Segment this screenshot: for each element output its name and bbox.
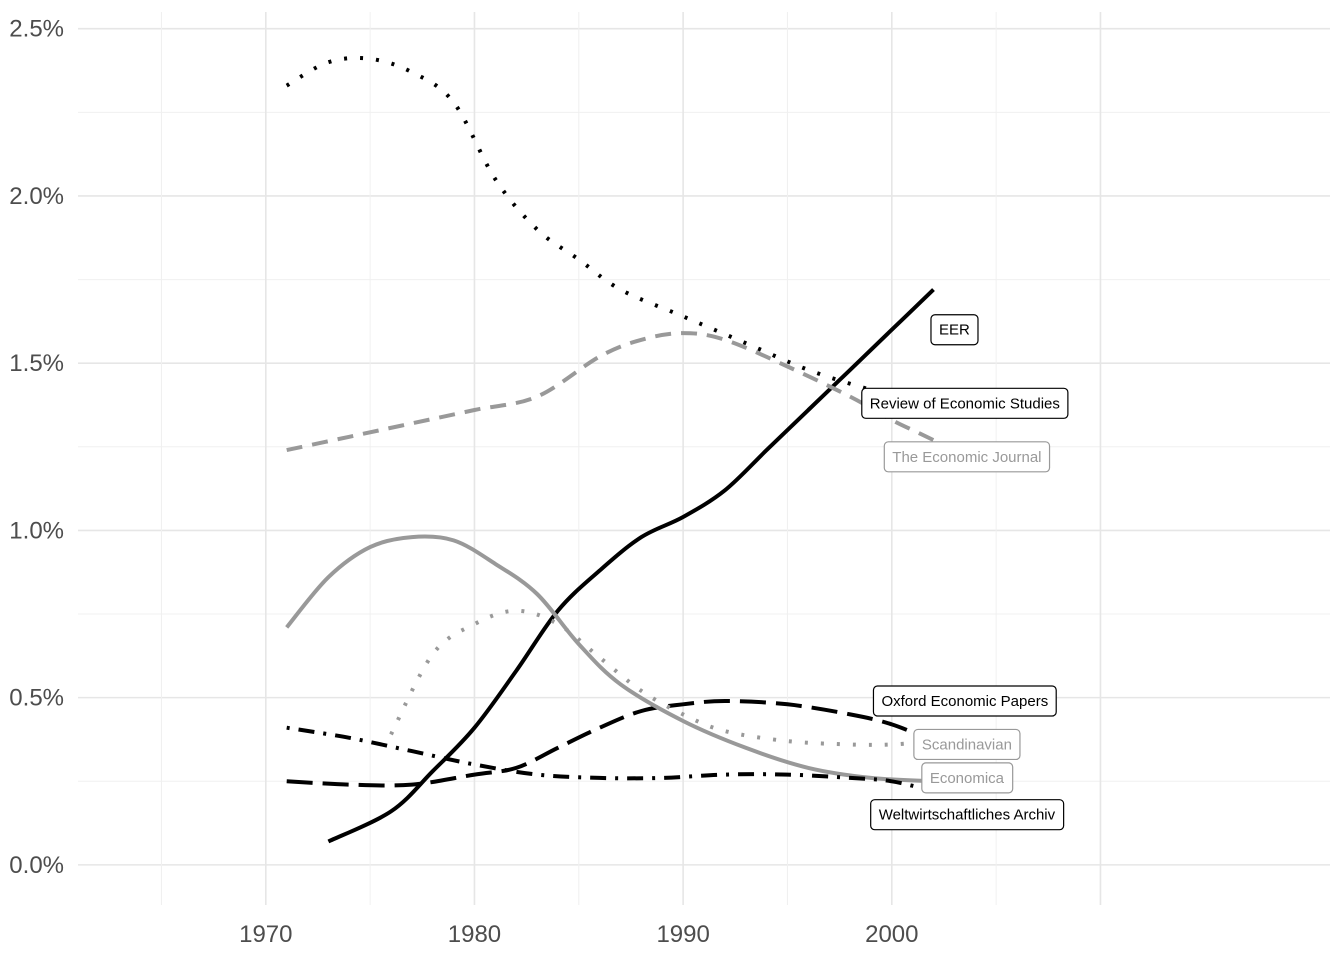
series-line-review-of-economic-studies <box>285 55 935 409</box>
series-label: Economica <box>921 762 1014 794</box>
series-label: Oxford Economic Papers <box>872 685 1057 717</box>
series-label: EER <box>930 314 979 346</box>
series-label-box <box>921 762 1014 794</box>
series-label: Scandinavian <box>913 728 1021 761</box>
series-line-the-economic-journal <box>286 331 935 453</box>
y-axis-tick-labels: 0.0% 0.5% 1.0% 1.5% 2.0% 2.5% <box>9 16 64 879</box>
x-tick-label: 1990 <box>656 921 709 948</box>
series-label-box <box>913 728 1021 761</box>
series-label: Review of Economic Studies <box>861 387 1069 419</box>
grid-lines <box>78 12 1330 905</box>
x-axis-tick-labels: 1970 1980 1990 2000 <box>239 921 918 948</box>
series-line-weltwirtschaftliches-archiv <box>286 725 934 794</box>
y-tick-label: 2.0% <box>9 183 64 210</box>
x-tick-label: 2000 <box>865 921 918 948</box>
y-tick-label: 1.5% <box>9 350 64 377</box>
series-label-text: Weltwirtschaftliches Archiv <box>879 807 1056 824</box>
series-line-economica <box>285 534 934 784</box>
series-label-box <box>883 441 1051 473</box>
series-line-eer <box>327 288 935 844</box>
series-lines <box>285 55 935 844</box>
x-tick-label: 1970 <box>239 921 292 948</box>
series-label-text: Oxford Economic Papers <box>881 693 1048 710</box>
series-label-box <box>930 314 979 346</box>
series-labels: EER Review of Economic Studies The Economi… <box>861 314 1069 831</box>
y-tick-label: 1.0% <box>9 517 64 544</box>
series-label-box <box>870 799 1065 831</box>
series-label-text: Review of Economic Studies <box>870 395 1060 412</box>
y-tick-label: 0.0% <box>9 852 64 879</box>
y-tick-label: 2.5% <box>9 16 64 43</box>
series-line-oxford-economic-papers <box>286 698 935 788</box>
series-label-box <box>872 685 1057 717</box>
series-label-text: Economica <box>930 770 1005 787</box>
series-label-text: Scandinavian <box>922 736 1012 753</box>
series-label: The Economic Journal <box>883 441 1051 473</box>
x-tick-label: 1980 <box>448 921 501 948</box>
series-label-text: The Economic Journal <box>892 449 1041 466</box>
series-label: Weltwirtschaftliches Archiv <box>870 799 1065 831</box>
series-label-text: EER <box>939 322 970 339</box>
series-line-scandinavian <box>389 608 934 747</box>
y-tick-label: 0.5% <box>9 685 64 712</box>
series-label-box <box>861 387 1069 419</box>
